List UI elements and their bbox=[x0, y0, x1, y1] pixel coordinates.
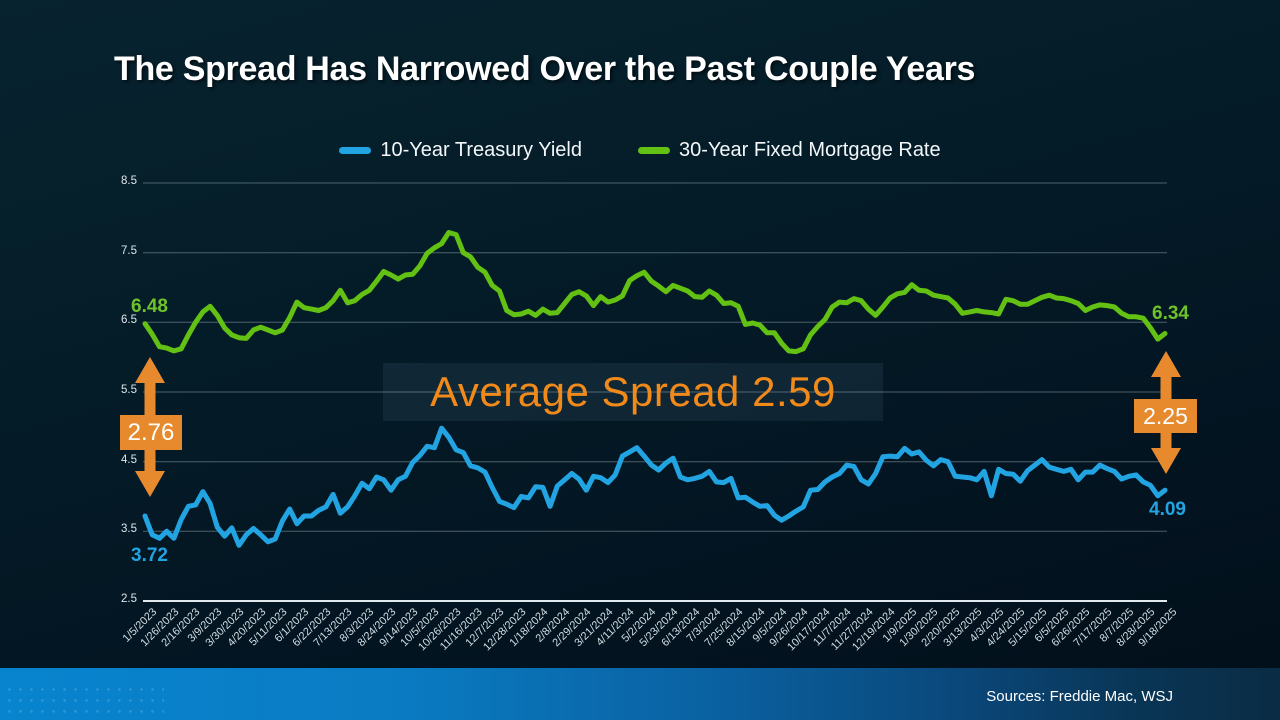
legend-item-mortgage: 30-Year Fixed Mortgage Rate bbox=[637, 139, 941, 162]
gridlines bbox=[143, 182, 1167, 602]
treasury-line-swatch-icon bbox=[339, 147, 372, 154]
y-axis-label: 5.5 bbox=[121, 384, 137, 396]
source-note: Sources: Freddie Mac, WSJ bbox=[986, 688, 1173, 705]
average-spread-callout: Average Spread 2.59 bbox=[383, 363, 883, 421]
series-lines bbox=[142, 230, 1168, 548]
mortgage-end-value: 6.34 bbox=[1152, 303, 1189, 324]
y-axis-label: 8.5 bbox=[121, 175, 137, 187]
mortgage-start-value: 6.48 bbox=[131, 296, 168, 317]
legend-label-mortgage: 30-Year Fixed Mortgage Rate bbox=[678, 139, 941, 161]
mortgage-line-swatch-icon bbox=[637, 147, 670, 154]
y-axis-label: 7.5 bbox=[121, 244, 137, 257]
treasury-start-value: 3.72 bbox=[131, 545, 168, 566]
y-axis-label: 2.5 bbox=[121, 593, 137, 605]
y-axis-label: 6.5 bbox=[121, 314, 137, 327]
right-spread-badge: 2.25 bbox=[1134, 399, 1197, 433]
line-30-year-fixed-mortgage-rate bbox=[142, 230, 1168, 355]
legend-label-treasury: 10-Year Treasury Yield bbox=[380, 139, 582, 161]
chart-legend: 10-Year Treasury Yield 30-Year Fixed Mor… bbox=[0, 139, 1280, 162]
legend-item-treasury: 10-Year Treasury Yield bbox=[339, 139, 582, 162]
page-title: The Spread Has Narrowed Over the Past Co… bbox=[114, 50, 976, 88]
left-spread-badge: 2.76 bbox=[120, 415, 182, 450]
footer-bar: Sources: Freddie Mac, WSJ bbox=[0, 668, 1280, 720]
y-axis-label: 3.5 bbox=[121, 523, 137, 536]
line-10-year-treasury-yield bbox=[142, 425, 1168, 548]
treasury-end-value: 4.09 bbox=[1149, 499, 1186, 520]
y-axis-label: 4.5 bbox=[121, 453, 137, 466]
